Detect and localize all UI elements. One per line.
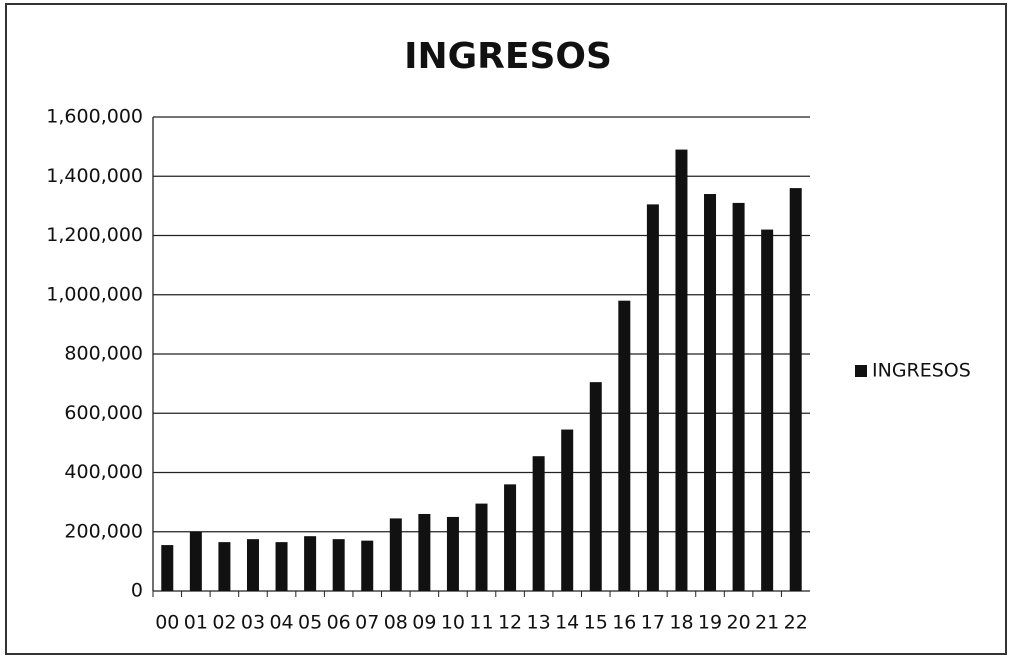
y-tick-label: 800,000	[64, 343, 143, 365]
x-tick-label: 10	[441, 612, 465, 634]
y-tick-label: 1,200,000	[46, 224, 143, 246]
x-tick-label: 16	[612, 612, 636, 634]
x-tick-label: 13	[527, 612, 551, 634]
x-tick-label: 06	[327, 612, 351, 634]
x-tick-label: 01	[184, 612, 208, 634]
x-tick-label: 07	[355, 612, 379, 634]
x-tick-label: 15	[584, 612, 608, 634]
x-tick-label: 03	[241, 612, 265, 634]
bar	[418, 513, 431, 591]
bar	[646, 204, 659, 592]
x-tick-label: 04	[269, 612, 293, 634]
x-tick-label: 17	[641, 612, 665, 634]
bar	[589, 382, 602, 591]
x-tick-label: 22	[784, 612, 808, 634]
bar	[161, 545, 174, 591]
legend-swatch	[855, 365, 867, 377]
x-tick-label: 00	[155, 612, 179, 634]
bar	[446, 516, 459, 591]
bar	[675, 149, 688, 591]
bar	[332, 539, 345, 591]
x-tick-label: 09	[412, 612, 436, 634]
bar	[704, 194, 717, 591]
x-tick-label: 18	[669, 612, 693, 634]
bar	[504, 484, 517, 591]
x-tick-label: 14	[555, 612, 579, 634]
y-tick-label: 400,000	[64, 461, 143, 483]
y-tick-label: 0	[131, 580, 143, 602]
x-tick-label: 05	[298, 612, 322, 634]
y-tick-label: 1,400,000	[46, 165, 143, 187]
bar	[761, 229, 774, 591]
bar	[304, 536, 317, 591]
legend-label: INGRESOS	[872, 360, 971, 382]
x-tick-label: 08	[384, 612, 408, 634]
y-tick-label: 1,600,000	[46, 106, 143, 128]
bar	[475, 503, 488, 591]
x-tick-label: 19	[698, 612, 722, 634]
bar	[532, 456, 545, 591]
x-tick-label: 20	[726, 612, 750, 634]
bar	[618, 300, 631, 591]
bar	[189, 531, 202, 591]
x-tick-label: 21	[755, 612, 779, 634]
y-tick-label: 600,000	[64, 402, 143, 424]
bar	[246, 539, 259, 591]
y-tick-label: 1,000,000	[46, 283, 143, 305]
bar	[561, 429, 574, 591]
bar	[218, 542, 231, 591]
x-tick-label: 02	[212, 612, 236, 634]
bar	[789, 188, 802, 591]
chart-title: INGRESOS	[404, 36, 612, 77]
bar	[732, 202, 745, 591]
x-tick-label: 12	[498, 612, 522, 634]
y-tick-label: 200,000	[64, 520, 143, 542]
bar	[361, 540, 374, 591]
bar	[275, 542, 288, 591]
x-tick-label: 11	[469, 612, 493, 634]
bar	[389, 518, 402, 591]
